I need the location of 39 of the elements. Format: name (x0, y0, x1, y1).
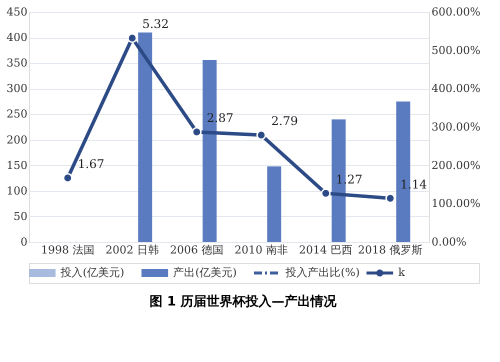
x-tick-label: 2014 巴西 (299, 244, 353, 256)
point (385, 193, 396, 204)
x-tick-label: 2018 俄罗斯 (358, 244, 423, 256)
x-tick-label: 1998 法国 (40, 244, 94, 256)
bar (138, 32, 152, 242)
y2-tick-label: 600.00% (432, 6, 480, 18)
bar (267, 166, 282, 242)
legend-label: 投入产出比(%) (284, 266, 360, 279)
y2-tick-label: 300.00% (432, 120, 480, 134)
y2-tick-label: 500.00% (432, 44, 480, 57)
legend-label: k (398, 266, 406, 279)
text: 图 1 历届世界杯投入—产出情况 (149, 294, 338, 310)
data-label: 1.67 (78, 156, 104, 171)
x-tick-label: 2006 德国 (170, 244, 224, 256)
point (127, 33, 138, 43)
legend-label: 投入(亿美元) (60, 266, 124, 279)
data-label: 2.79 (271, 114, 298, 128)
x-tick-label: 2002 日韩 (105, 244, 159, 256)
data-label: 5.32 (142, 17, 169, 32)
y2-tick-label: 100.00% (432, 197, 480, 210)
legend-label: 产出(亿美元) (173, 266, 237, 279)
y-tick-label: 50 (14, 210, 28, 223)
y-tick-label: 0 (20, 236, 28, 248)
x-tick-label: 2010 南非 (234, 244, 288, 256)
y-tick-label: 250 (6, 108, 28, 121)
point (320, 188, 331, 198)
y-tick-label: 150 (6, 158, 28, 172)
point (192, 127, 202, 137)
y2-tick-label: 200.00% (432, 158, 480, 172)
y-tick-label: 450 (6, 6, 28, 18)
y-tick-label: 300 (6, 82, 28, 96)
y-tick-label: 400 (6, 31, 28, 44)
point (256, 130, 266, 140)
y-tick-label: 100 (6, 184, 28, 198)
point (62, 173, 73, 183)
y-tick-label: 350 (6, 56, 28, 70)
y2-tick-label: 0.00% (432, 236, 466, 248)
y2-tick-label: 400.00% (432, 82, 480, 96)
y-tick-label: 200 (6, 133, 28, 146)
